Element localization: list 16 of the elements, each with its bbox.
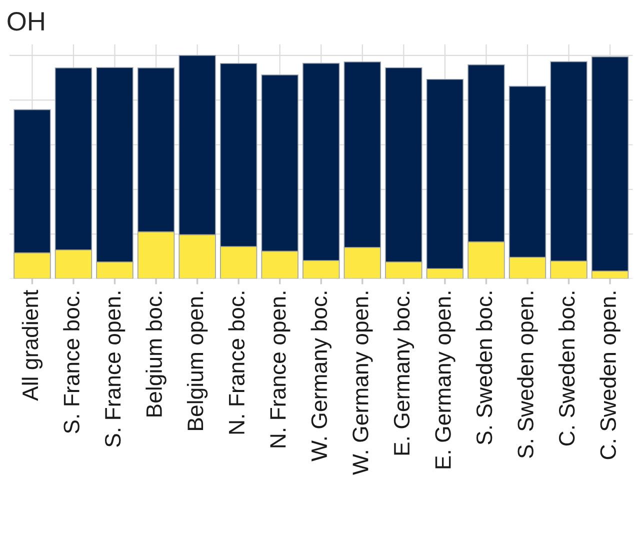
x-tick-label: N. France open.: [270, 292, 290, 448]
x-tick-label: S. France open.: [104, 292, 126, 447]
chart-title: OH: [8, 12, 44, 31]
x-tick-label: C. Sweden open.: [600, 292, 620, 460]
x-tick-label: All gradient: [22, 290, 43, 401]
x-tick-label: Belgium boc.: [146, 292, 166, 416]
x-tick-label: S. Sweden open.: [517, 292, 538, 458]
x-tick-label: C. Sweden boc.: [558, 292, 575, 446]
x-tick-label: S. Sweden boc.: [476, 292, 492, 444]
x-tick-label: N. France boc.: [228, 292, 245, 434]
x-tick-label: W. Germany open.: [352, 292, 373, 475]
x-tick-label: E. Germany open.: [435, 292, 456, 468]
x-tick-label: S. France boc.: [63, 292, 80, 434]
x-tick-label: Belgium open.: [186, 292, 208, 430]
x-tick-label: E. Germany boc.: [393, 292, 414, 455]
x-tick-label: W. Germany boc.: [310, 292, 332, 462]
